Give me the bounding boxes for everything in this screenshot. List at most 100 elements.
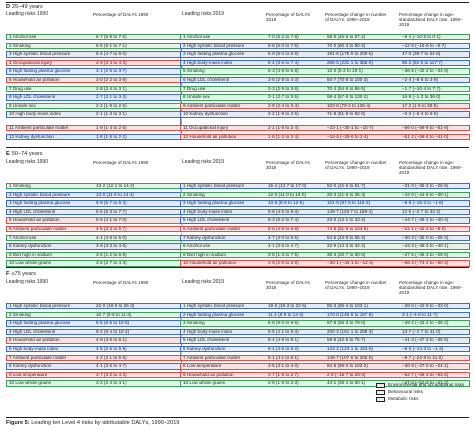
risk-row-2019: [180, 234, 470, 241]
percentage-dalys-2019: 2·1 (1·8 to 2·4): [268, 125, 299, 130]
header-change-number: Percentage change in number of DALYs, 19…: [325, 12, 387, 23]
risk-row-2019: [180, 42, 470, 49]
risk-label: 5 High LDL cholesterol: [183, 217, 230, 223]
risk-row-2019: [180, 303, 470, 310]
percentage-dalys-1990: 10·7 (9·8 to 11·6): [96, 311, 132, 317]
risk-label: 9 Household air pollution: [183, 371, 234, 377]
section-title: F ≥75 years: [6, 271, 36, 277]
change-number-dalys: 52·0 (42·6 to 61·7): [327, 183, 366, 188]
header-leading-1990: Leading risks 1990: [6, 159, 48, 165]
risk-label: 10 Low whole grains: [9, 260, 51, 266]
risk-row-2019: [180, 183, 470, 190]
caption-text: Leading ten Level 4 risks by attributabl…: [31, 420, 180, 426]
percentage-dalys-1990: 4·1 (3·5 to 4·7): [96, 363, 127, 369]
change-number-dalys: 70·4 (54·9 to 86·5): [327, 85, 366, 91]
percentage-dalys-2019: 2·2 (1·9 to 2·6): [268, 111, 299, 117]
section-age: 25–49 years: [12, 4, 43, 10]
change-age-standardised-rate: 3·1 (−4·8 to 11·7): [402, 311, 438, 317]
figure-number: Figure 5:: [6, 420, 30, 426]
change-age-standardised-rate: −31·0 (−35·3 to −26·6): [402, 183, 449, 188]
change-number-dalys: 67·8 (56·3 to 79·0): [327, 320, 366, 326]
risk-label: 3 High systolic blood pressure: [9, 51, 71, 57]
risk-row-2019: [180, 94, 470, 101]
percentage-dalys-2019: 5·1 (4·1 to 6·1): [268, 354, 299, 360]
risk-label: 9 Ambient particulate matter: [183, 102, 241, 108]
header-pct-2019: Percentage of DALYs 2019: [266, 160, 310, 171]
change-number-dalys: 44·1 (28·4 to 60·1): [327, 380, 366, 386]
percentage-dalys-1990: 2·1 (1·3 to 3·1): [96, 111, 127, 117]
change-number-dalys: 101·5 (87·6 to 116·2): [327, 200, 371, 206]
risk-label: 7 Ambient particulate matter: [9, 354, 67, 360]
risk-label: 6 Ambient particulate matter: [9, 226, 67, 231]
header-pct-2019: Percentage of DALYs 2019: [266, 280, 310, 291]
header-leading-1990: Leading risks 1990: [6, 11, 48, 17]
risk-row-2019: [180, 200, 470, 207]
change-number-dalys: 170·8 (145·6 to 197·8): [327, 311, 373, 317]
risk-label: 7 Alcohol use: [9, 234, 37, 240]
percentage-dalys-1990: 3·9 (3·3 to 4·6): [96, 243, 127, 249]
risk-label: 11 Occupational injury: [183, 125, 229, 130]
percentage-dalys-2019: 19·6 (16·3 to 22·6): [268, 303, 307, 308]
percentage-dalys-1990: 3·2 (2·4 to 4·1): [96, 380, 127, 386]
change-number-dalys: 71·8 (61·8 to 82·6): [327, 111, 366, 117]
risk-row-2019: [180, 371, 470, 379]
risk-label: 10 Low whole grains: [9, 380, 51, 386]
percentage-dalys-2019: 5·8 (4·8 to 6·9): [268, 226, 299, 231]
risk-row-2019: [180, 346, 470, 353]
risk-row-2019: [180, 337, 470, 344]
risk-row-2019: [180, 125, 470, 132]
percentage-dalys-2019: 2·9 (2·4 to 3·4): [268, 102, 299, 108]
risk-label: 2 Smoking: [9, 311, 31, 317]
change-age-standardised-rate: −62·7 (−69·3 to −53·5): [402, 371, 449, 377]
legend-swatch: [376, 383, 385, 388]
risk-label: 12 Household air pollution: [183, 133, 237, 139]
section-title: D 25–49 years: [6, 4, 43, 10]
change-age-standardised-rate: 16·5 (−1·3 to 36·0): [402, 94, 441, 100]
risk-row-2019: [180, 133, 470, 140]
legend-label: Behavioural risks: [388, 389, 423, 394]
percentage-dalys-1990: 6·7 (5·9 to 7·5): [96, 34, 127, 39]
risk-label: 2 High systolic blood pressure: [9, 191, 71, 197]
change-number-dalys: 22·9 (14·3 to 32·2): [327, 243, 366, 249]
header-leading-2019: Leading risks 2019: [182, 11, 224, 17]
risk-label: 7 Drug use: [9, 85, 32, 91]
percentage-dalys-2019: 6·5 (4·1 to 9·3): [268, 328, 299, 334]
percentage-dalys-2019: 10·6 (8·9 to 12·5): [268, 200, 304, 206]
risk-label: 1 Alcohol use: [183, 34, 211, 39]
risk-label: 3 High fasting plasma glucose: [9, 320, 71, 326]
percentage-dalys-1990: 4·5 (2·6 to 6·9): [96, 346, 127, 351]
percentage-dalys-1990: 8·5 (6·6 to 10·8): [96, 320, 130, 326]
change-number-dalys: 28·3 (21·6 to 35·3): [327, 191, 366, 197]
risk-label: 11 Ambient particulate matter: [9, 125, 69, 130]
percentage-dalys-1990: 4·2 (3·1 to 5·5): [96, 354, 127, 360]
percentage-dalys-2019: 5·4 (3·6 to 7·4): [268, 59, 299, 65]
section-title: E 50–74 years: [6, 151, 43, 157]
change-number-dalys: −23·1 (−30·1 to −15·7): [327, 125, 374, 130]
change-number-dalys: 99·4 (67·6 to 130·2): [327, 94, 368, 100]
change-age-standardised-rate: 85·2 (62·0 to 117·7): [402, 59, 443, 65]
header-leading-2019: Leading risks 2019: [182, 159, 224, 165]
risk-row-2019: [180, 51, 470, 58]
risk-label: 5 Smoking: [183, 68, 205, 74]
risk-label: 8 Kidney dysfunction: [9, 243, 52, 249]
risk-label: 9 Low temperature: [9, 371, 48, 377]
header-change-rate: Percentage change in age-standardised DA…: [399, 12, 463, 28]
risk-label: 4 High body-mass index: [183, 328, 233, 334]
percentage-dalys-1990: 6·9 (5·7 to 8·3): [96, 200, 127, 206]
percentage-dalys-2019: 1·8 (1·2 to 2·4): [268, 133, 299, 139]
risk-label: 1 High systolic blood pressure: [9, 303, 71, 308]
risk-label: 12 Kidney dysfunction: [9, 133, 54, 139]
percentage-dalys-2019: 2·7 (1·9 to 3·7): [268, 371, 299, 377]
percentage-dalys-1990: 3·1 (2·6 to 3·7): [96, 68, 127, 74]
percentage-dalys-2019: 6·3 (5·2 to 7·4): [268, 217, 299, 223]
percentage-dalys-1990: 3·0 (2·2 to 3·9): [96, 77, 127, 82]
percentage-dalys-2019: 7·0 (6·2 to 7·8): [268, 34, 299, 39]
section-age: 50–74 years: [11, 151, 43, 157]
percentage-dalys-2019: 3·8 (1·3 to 7·5): [268, 251, 299, 257]
header-pct-1990: Percentage of DALYs 1990: [93, 160, 149, 165]
risk-row-2019: [180, 363, 470, 370]
percentage-dalys-2019: 8·8 (8·0 to 9·6): [268, 320, 299, 326]
change-age-standardised-rate: −68·3 (−74·2 to −60·4): [402, 260, 449, 266]
percentage-dalys-1990: 13·2 (12·1 to 14·2): [96, 183, 135, 188]
change-age-standardised-rate: −44·7 (−49·1 to −40·4): [402, 217, 449, 223]
